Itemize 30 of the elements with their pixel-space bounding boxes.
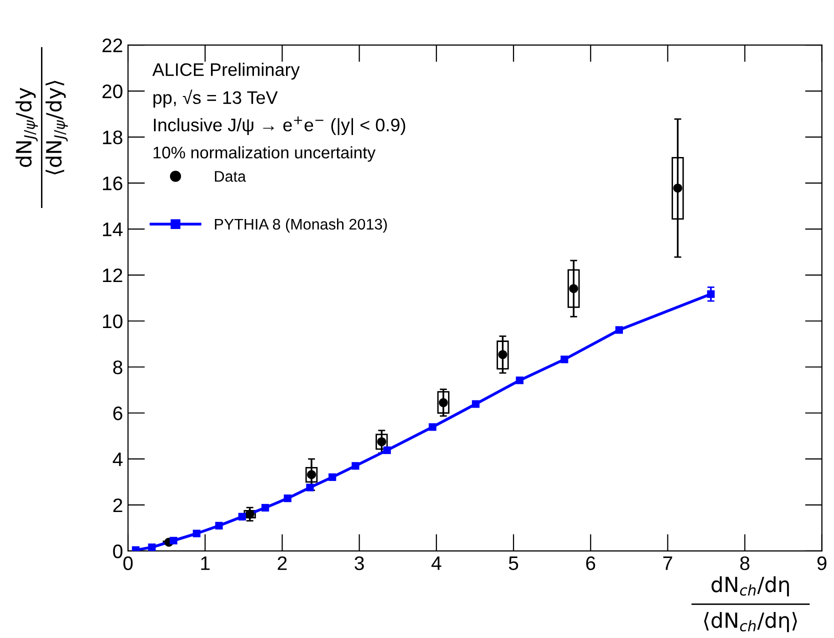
y-tick-label: 10 — [103, 314, 122, 328]
annotation: Inclusive J/ψ → e$^{+}$e$^{−}$ (|y| < 0.9) — [154, 116, 406, 136]
y-tick-label: 14 — [103, 222, 123, 236]
x-tick-label: 9 — [817, 556, 826, 570]
legend-label: Data — [214, 171, 246, 182]
y-tick-label: 22 — [102, 38, 122, 52]
legend-label: PYTHIA 8 (Monash 2013) — [214, 218, 387, 233]
y-tick-label: 4 — [112, 452, 123, 466]
x-tick-label: 4 — [431, 556, 442, 570]
y-tick-label: 12 — [103, 268, 122, 282]
y-tick-label: 0 — [113, 544, 122, 558]
y-tick-label: 8 — [113, 360, 122, 374]
y-tick-label: 20 — [102, 84, 122, 98]
y-axis-title: dN$_{J/ψ}$/dy ⟨dN$_{J/ψ}$/dy⟩ — [16, 80, 68, 174]
text: dN$_{ch}$/dη ⟨dN$_{ch}$/dη⟩ — [704, 576, 797, 632]
x-tick-label: 0 — [123, 556, 133, 570]
y-tick-label: 6 — [113, 406, 122, 420]
x-tick-label: 8 — [740, 556, 750, 570]
x-tick-label: 3 — [354, 556, 364, 570]
y-tick-label: 2 — [113, 498, 122, 512]
y-tick-label: 16 — [103, 176, 122, 190]
annotation: 10% normalization uncertainty — [154, 146, 376, 162]
x-tick-label: 1 — [201, 556, 210, 570]
y-tick-label: 18 — [103, 130, 122, 144]
x-tick-label: 6 — [586, 556, 596, 570]
annotation: ALICE Preliminary — [152, 62, 300, 80]
x-tick-label: 2 — [278, 556, 287, 570]
x-tick-label: 5 — [508, 556, 518, 570]
x-tick-label: 7 — [663, 556, 672, 570]
annotation: pp, √s = 13 TeV — [153, 90, 278, 108]
